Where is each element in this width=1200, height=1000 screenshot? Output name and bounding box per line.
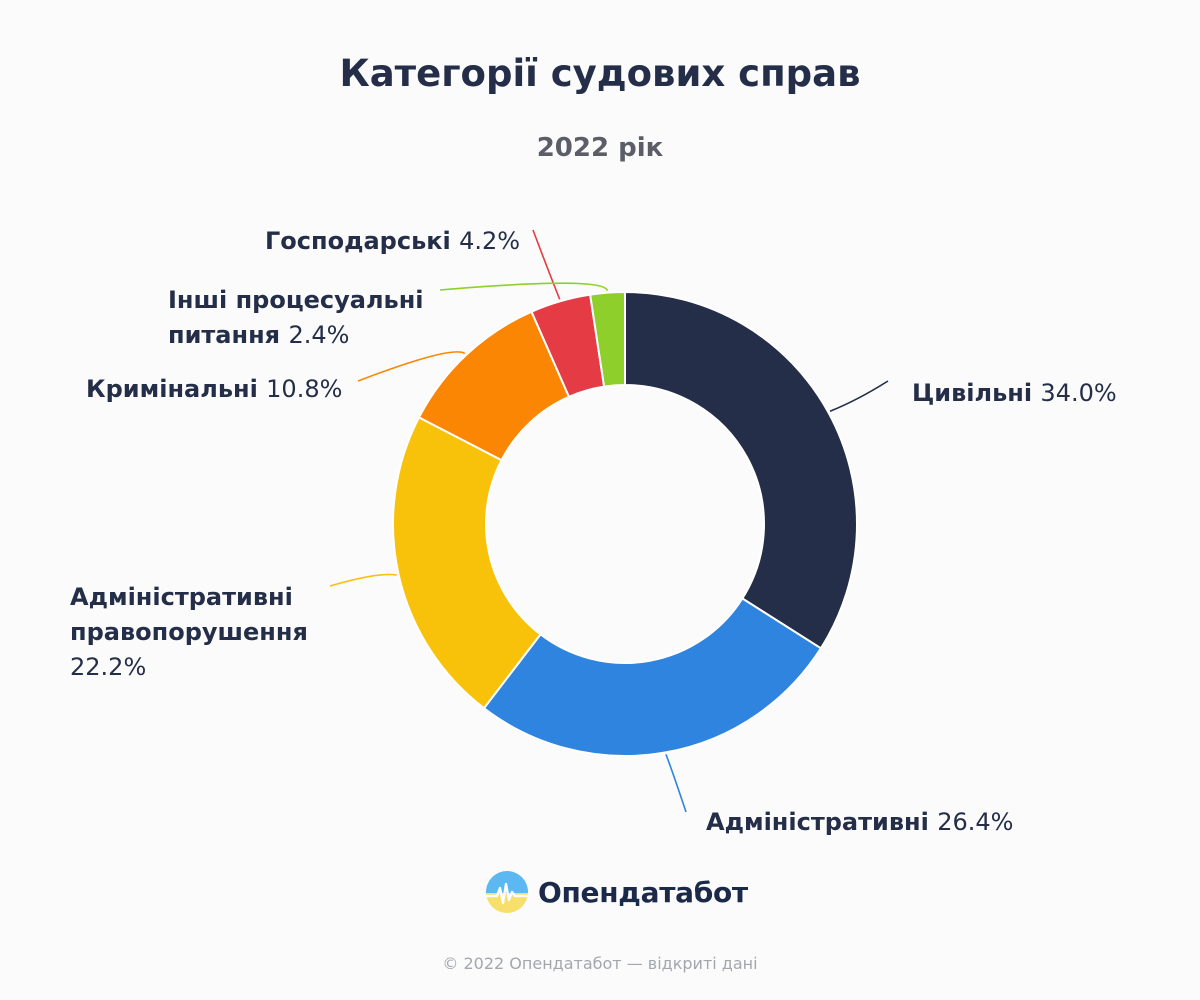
leader-line-інші-процесуальні-питання (439, 282, 609, 292)
slice-labels: Цивільні 34.0% Адміністративні 26.4% Адмін… (70, 227, 1117, 836)
slice-адміністративні-правопорушення (392, 416, 542, 710)
slice-label-адміністративні-правопорушення: Адміністративні правопорушення 22.2% (70, 583, 308, 681)
donut-slices (392, 290, 858, 757)
brand: Опендатабот (485, 868, 748, 916)
chart-subtitle: 2022 рік (536, 133, 664, 163)
leader-line-цивільні (829, 380, 889, 413)
leader-line-адміністративні-правопорушення (329, 573, 397, 587)
opendatabot-logo-icon (486, 871, 528, 913)
slice-цивільні (624, 290, 858, 650)
slice-label-адміністративні: Адміністративні 26.4% (706, 808, 1013, 836)
chart-title: Категорії судових справ (339, 52, 861, 95)
slice-label-кримінальні: Кримінальні 10.8% (86, 375, 342, 403)
leader-line-адміністративні (665, 754, 687, 813)
leader-lines (329, 229, 889, 813)
slice-інші-процесуальні-питання (589, 290, 626, 388)
slice-label-інші-процесуальні-питання: Інші процесуальні питання 2.4% (168, 286, 424, 349)
leader-line-кримінальні (357, 351, 466, 382)
slice-label-господарські: Господарські 4.2% (265, 227, 520, 255)
brand-name: Опендатабот (538, 875, 748, 909)
slice-label-цивільні: Цивільні 34.0% (912, 379, 1117, 407)
leader-line-господарські (532, 229, 561, 300)
slice-адміністративні (482, 597, 823, 757)
footer-copyright: © 2022 Опендатабот — відкриті дані (442, 954, 758, 973)
